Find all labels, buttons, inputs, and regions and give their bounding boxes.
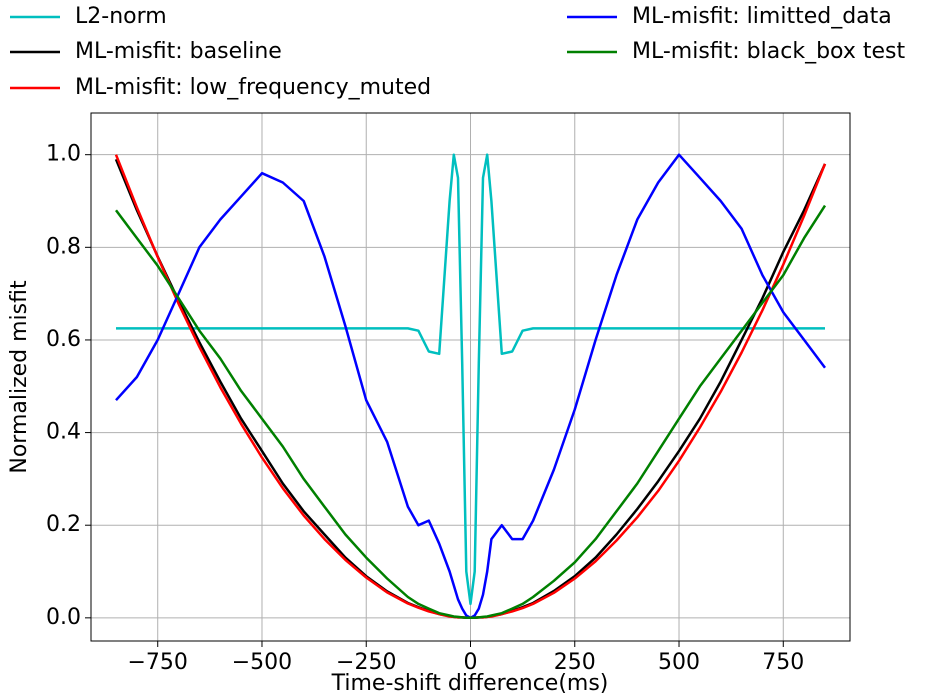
- data-line: [116, 153, 825, 606]
- x-tick-label: 0: [464, 650, 478, 675]
- legend-label: ML-misfit: black_box test: [632, 39, 905, 64]
- data-line: [115, 204, 827, 620]
- y-tick-label: 0.2: [46, 512, 81, 537]
- x-tick-label: 750: [762, 650, 804, 675]
- legend-label: ML-misfit: low_frequency_muted: [75, 75, 431, 100]
- legend-label: ML-misfit: baseline: [75, 39, 282, 64]
- y-axis-label: Normalized misfit: [7, 280, 32, 474]
- legend-label: L2-norm: [75, 4, 167, 29]
- x-tick-label: 500: [658, 650, 700, 675]
- x-tick-label: −750: [128, 650, 188, 675]
- y-tick-label: 0.8: [46, 234, 81, 259]
- legend-label: ML-misfit: limitted_data: [632, 4, 892, 29]
- plot-frame: [90, 112, 851, 642]
- x-axis-label: Time-shift difference(ms): [331, 671, 609, 696]
- y-tick-label: 0.4: [46, 420, 81, 445]
- x-tick-label: −500: [232, 650, 292, 675]
- y-tick-label: 1.0: [46, 142, 81, 167]
- y-tick-label: 0.0: [46, 605, 81, 630]
- x-tick-label: −250: [336, 650, 396, 675]
- x-tick-label: 250: [554, 650, 596, 675]
- y-tick-label: 0.6: [46, 327, 81, 352]
